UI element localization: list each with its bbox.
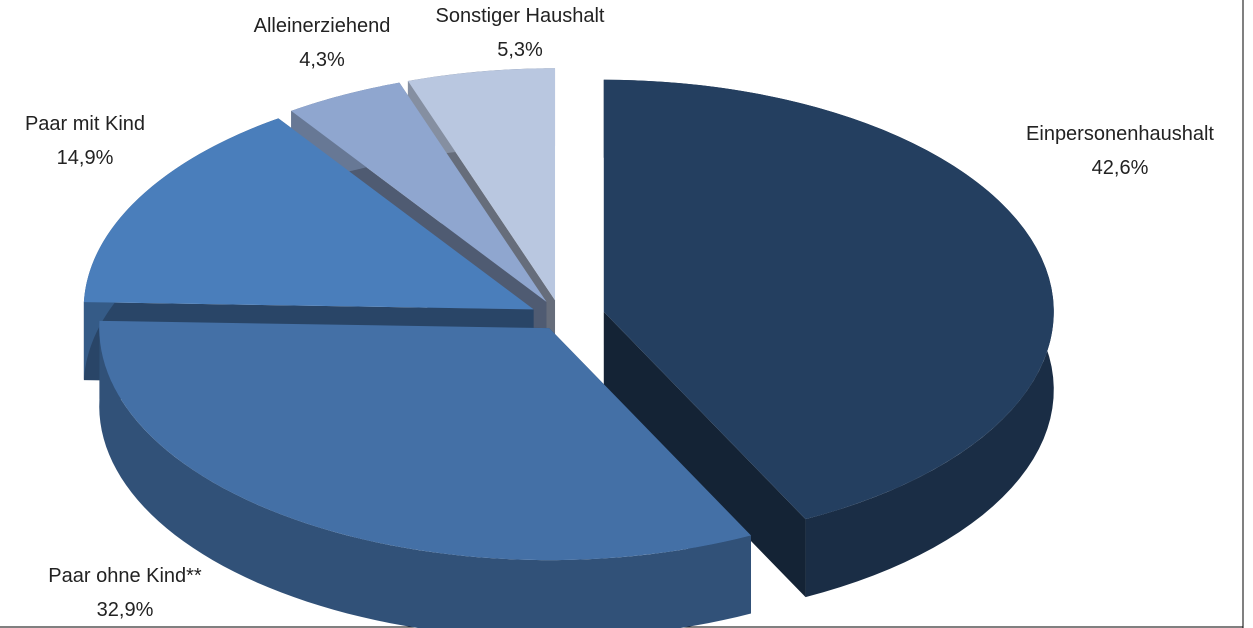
slice-value-label: 14,9% (57, 147, 114, 169)
slice-label: Paar mit Kind (25, 113, 145, 135)
pie-rim (99, 320, 752, 628)
pie-slice (407, 68, 556, 301)
pie-wall (603, 311, 806, 598)
labels: Einpersonenhaushalt 42,6% Paar ohne Kind**… (25, 5, 1214, 621)
slice-value-label: 5,3% (497, 39, 543, 61)
slice-label: Sonstiger Haushalt (436, 5, 605, 27)
slice-value-label: 42,6% (1092, 157, 1149, 179)
slice-label: Paar ohne Kind** (48, 565, 202, 587)
slice-value-label: 4,3% (299, 49, 345, 71)
pie-slice (603, 79, 1054, 520)
slice-label: Alleinerziehend (254, 15, 391, 37)
pie-tops (83, 68, 1054, 561)
pie-slice (99, 320, 752, 561)
slice-label: Einpersonenhaushalt (1026, 123, 1214, 145)
slice-value-label: 32,9% (97, 599, 154, 621)
pie-slice (83, 118, 534, 310)
pie-slice (291, 82, 547, 302)
